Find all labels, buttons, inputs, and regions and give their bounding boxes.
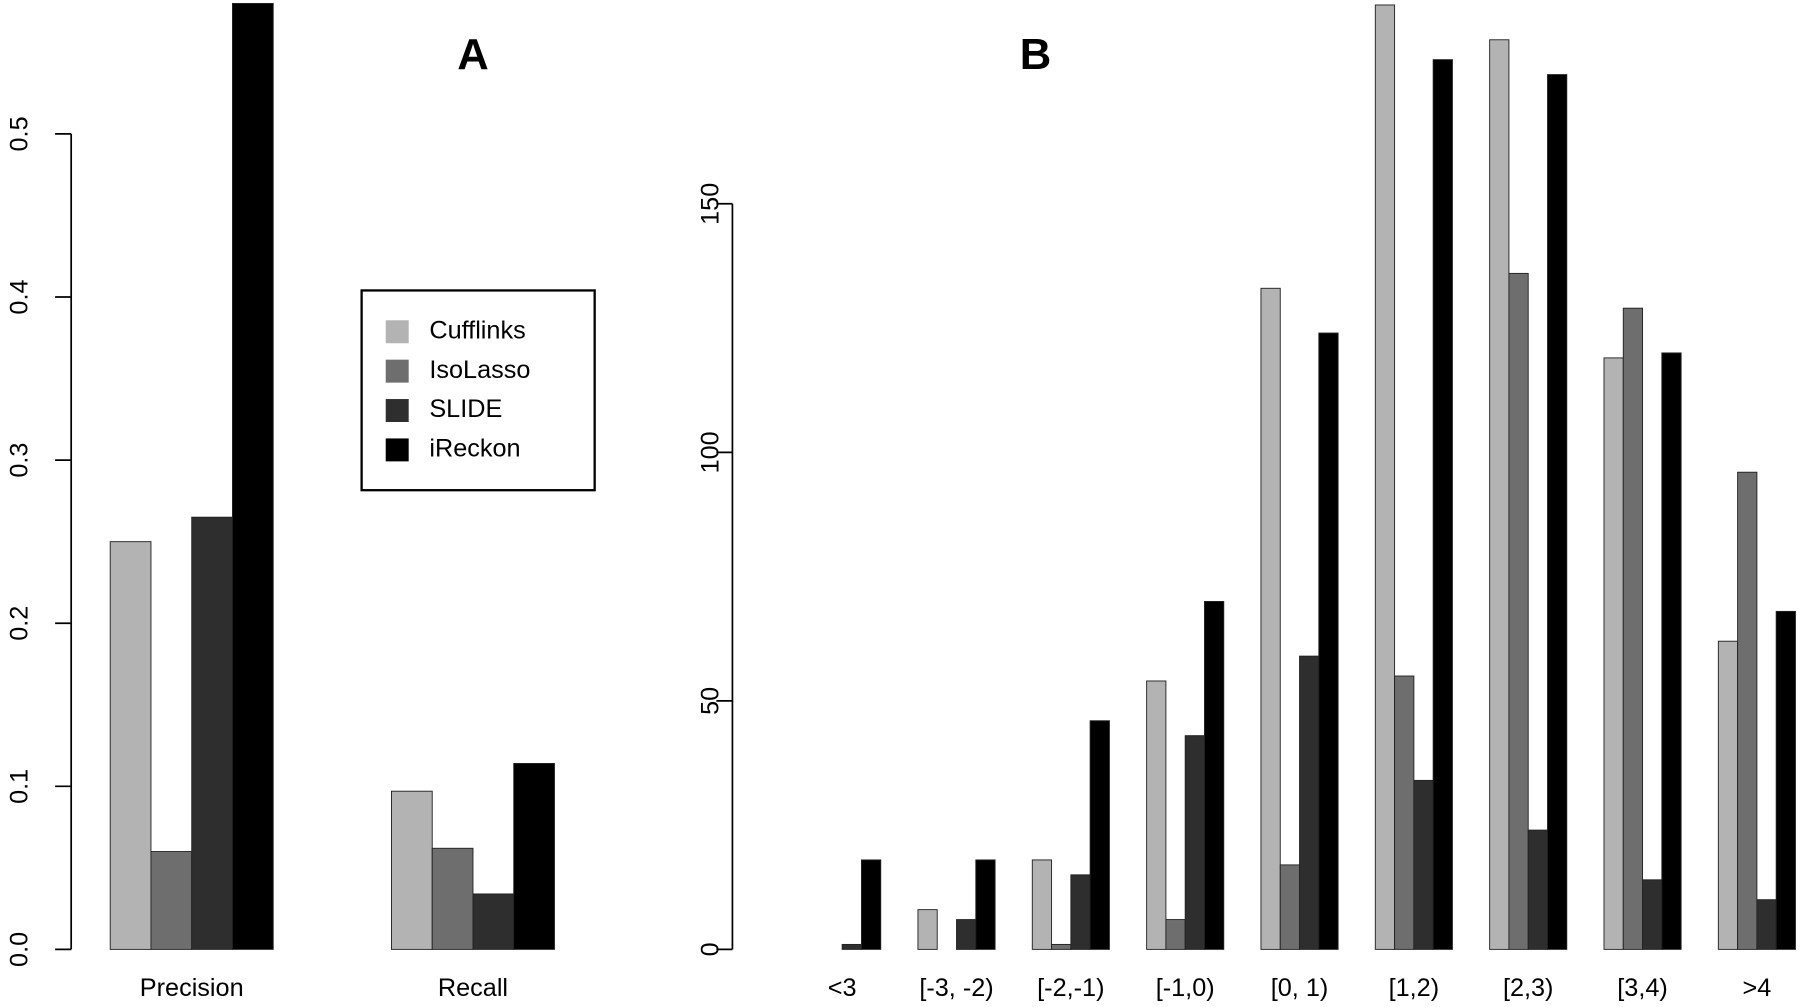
bar [1051,943,1072,950]
plot-root: A 0.0 0.1 0.2 0.3 0.4 0.5 Precision Recall Cuffli… [5,2,1796,1002]
x-tick-label: [1,2) [1389,974,1440,1002]
x-tick-label: <3 [828,974,857,1002]
bar [1299,655,1320,950]
bar [1775,610,1796,950]
y-tick-label: 100 [696,431,724,473]
legend-label: iReckon [429,435,520,463]
x-tick-label: >4 [1743,974,1772,1002]
bar [1260,287,1281,950]
bar [1603,357,1624,950]
bar [1661,352,1682,950]
y-tick-label: 50 [696,687,724,715]
bar [1717,640,1739,950]
y-tick-label: 0.4 [5,279,33,314]
bar [472,893,515,950]
bar [1279,864,1300,950]
legend-swatch [385,320,409,344]
y-tick-label: 0.1 [5,769,33,804]
legend-swatch [385,438,409,462]
legend-swatch [385,399,409,423]
legend-swatch [385,359,409,383]
bar [191,516,233,950]
bar [1184,735,1205,950]
x-tick-label: [3,4) [1617,974,1668,1002]
bar [232,2,274,950]
bar [1031,859,1053,950]
x-tick-label: [-1,0) [1156,974,1215,1002]
y-tick-label: 150 [696,183,724,225]
y-tick-label: 0.0 [5,932,33,967]
chart-title: B [1020,31,1052,79]
chart-title: A [457,31,489,79]
bar [975,859,996,950]
legend-label: SLIDE [429,395,502,423]
x-tick-label: Recall [438,974,508,1002]
bar [1394,675,1415,950]
legend-label: IsoLasso [429,356,530,384]
bar [513,763,555,950]
bar [431,847,474,950]
bar [1547,74,1568,950]
bar [917,909,938,950]
bar [1527,829,1548,950]
y-tick-label: 0.3 [5,443,33,478]
bar [1489,39,1510,950]
x-tick-label: [2,3) [1503,974,1554,1002]
bar [1508,272,1529,950]
legend-label: Cufflinks [429,316,525,344]
y-tick-label: 0.5 [5,116,33,151]
bar [1165,919,1186,950]
bar [1432,59,1453,950]
bar [841,943,862,950]
x-tick-label: [-2,-1) [1037,974,1104,1002]
bar [1089,720,1110,950]
y-tick-label: 0.2 [5,606,33,641]
x-tick-label: [-3, -2) [919,974,993,1002]
bar [150,851,193,950]
bar [391,790,433,950]
x-tick-label: [0, 1) [1271,974,1329,1002]
bar [1204,600,1225,950]
bar [956,919,977,950]
y-tick-label: 0 [696,942,724,956]
bar [1318,332,1339,950]
bar [861,859,882,950]
bar [109,541,152,950]
bar [1642,879,1663,950]
bar [1737,471,1758,950]
x-tick-label: Precision [140,974,244,1002]
bar [1070,874,1091,950]
bar [1622,307,1644,950]
bar [1756,899,1777,950]
bar [1374,4,1396,950]
bar [1413,779,1434,950]
bar [1146,680,1167,950]
